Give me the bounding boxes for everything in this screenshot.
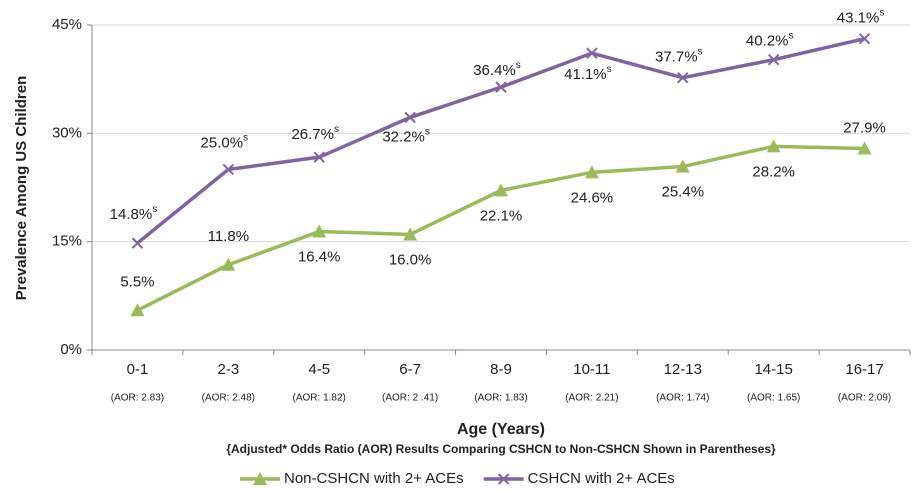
data-label-superscript: s <box>334 124 339 135</box>
data-label-value: 43.1% <box>837 10 880 27</box>
data-label: 25.4% <box>662 184 705 201</box>
x-axis-note: {Adjusted* Odds Ratio (AOR) Results Comp… <box>226 442 776 456</box>
marker <box>675 159 690 173</box>
data-label-superscript: s <box>698 46 703 57</box>
x-tick-label: 0-1 <box>127 361 149 378</box>
data-label-value: 37.7% <box>655 49 698 66</box>
data-label-value: 28.2% <box>752 163 795 180</box>
data-label-value: 36.4% <box>473 62 516 79</box>
x-tick-note: (AOR: 1.74) <box>656 393 709 404</box>
data-label-superscript: s <box>516 60 521 71</box>
data-label: 36.4%s <box>473 60 521 79</box>
x-tick-note: (AOR: 2.83) <box>111 393 164 404</box>
y-tick-label: 15% <box>52 233 82 250</box>
marker <box>131 237 144 249</box>
data-label: 16.4% <box>298 249 341 266</box>
y-axis-title: Prevalence Among US Children <box>13 76 30 301</box>
marker <box>494 183 508 197</box>
data-label-superscript: s <box>879 7 884 18</box>
legend-label: CSHCN with 2+ ACEs <box>528 470 675 487</box>
data-label: 28.2% <box>752 163 795 180</box>
marker <box>312 224 327 238</box>
data-label: 25.0%s <box>201 132 249 151</box>
x-tick-note: (AOR: 2.48) <box>202 393 255 404</box>
x-axis-title: Age (Years) <box>457 421 545 438</box>
data-label-value: 16.4% <box>298 249 341 266</box>
marker <box>130 303 145 317</box>
data-label: 14.8%s <box>110 204 158 223</box>
data-label-value: 14.8% <box>110 206 153 223</box>
data-label-value: 40.2% <box>746 33 789 50</box>
x-tick-note: (AOR: 1.83) <box>474 393 527 404</box>
marker <box>221 257 236 271</box>
data-label-value: 25.4% <box>662 184 705 201</box>
data-label-value: 16.0% <box>389 251 432 268</box>
marker <box>858 33 871 45</box>
data-label: 41.1%s <box>564 64 612 83</box>
y-tick-label: 30% <box>52 124 82 141</box>
legend-label: Non-CSHCN with 2+ ACEs <box>284 470 464 487</box>
marker <box>586 47 598 59</box>
data-label: 11.8% <box>208 228 249 245</box>
x-tick-note: (AOR: 2 .41) <box>382 393 438 404</box>
data-label-superscript: s <box>425 126 430 137</box>
data-label-value: 27.9% <box>843 119 886 136</box>
data-label-superscript: s <box>607 64 612 75</box>
marker <box>253 472 267 485</box>
data-label: 37.7%s <box>655 46 703 65</box>
marker <box>404 111 416 124</box>
marker <box>677 72 689 84</box>
data-label: 27.9% <box>843 119 886 136</box>
marker <box>767 53 780 66</box>
data-label-superscript: s <box>152 204 157 215</box>
x-tick-note: (AOR: 1.65) <box>747 393 800 404</box>
marker <box>495 81 507 93</box>
data-label-value: 25.0% <box>201 134 244 151</box>
x-tick-label: 4-5 <box>308 361 330 378</box>
x-tick-note: (AOR: 2.21) <box>565 393 618 404</box>
data-label-value: 32.2% <box>382 128 425 145</box>
data-label-value: 24.6% <box>571 189 614 206</box>
data-label: 5.5% <box>120 273 154 290</box>
data-label-value: 41.1% <box>564 66 607 83</box>
data-label-value: 11.8% <box>208 228 249 245</box>
marker <box>313 151 325 163</box>
marker <box>497 473 510 485</box>
data-label-value: 26.7% <box>291 126 334 143</box>
marker <box>857 141 872 155</box>
x-tick-label: 8-9 <box>490 361 512 378</box>
data-label: 22.1% <box>480 207 523 224</box>
data-label-value: 5.5% <box>120 273 154 290</box>
data-label: 16.0% <box>389 251 432 268</box>
data-label: 40.2%s <box>746 30 794 49</box>
marker <box>403 227 418 241</box>
x-tick-note: (AOR: 1.82) <box>293 393 346 404</box>
data-label-superscript: s <box>243 132 248 143</box>
data-label: 26.7%s <box>291 124 339 143</box>
marker <box>222 163 235 176</box>
data-label: 24.6% <box>571 189 614 206</box>
y-tick-label: 0% <box>60 341 82 358</box>
y-tick-label: 45% <box>52 16 82 33</box>
x-tick-label: 10-11 <box>573 361 610 378</box>
x-tick-label: 16-17 <box>845 361 883 378</box>
data-label: 43.1%s <box>837 7 885 26</box>
marker <box>766 139 781 153</box>
data-label-value: 22.1% <box>480 207 523 224</box>
data-label: 32.2%s <box>382 126 430 145</box>
x-tick-note: (AOR: 2.09) <box>838 393 891 404</box>
data-label-superscript: s <box>788 30 793 41</box>
x-tick-label: 14-15 <box>754 361 792 378</box>
x-tick-label: 12-13 <box>664 361 702 378</box>
marker <box>584 165 599 179</box>
x-tick-label: 2-3 <box>217 361 239 378</box>
x-tick-label: 6-7 <box>399 361 421 378</box>
